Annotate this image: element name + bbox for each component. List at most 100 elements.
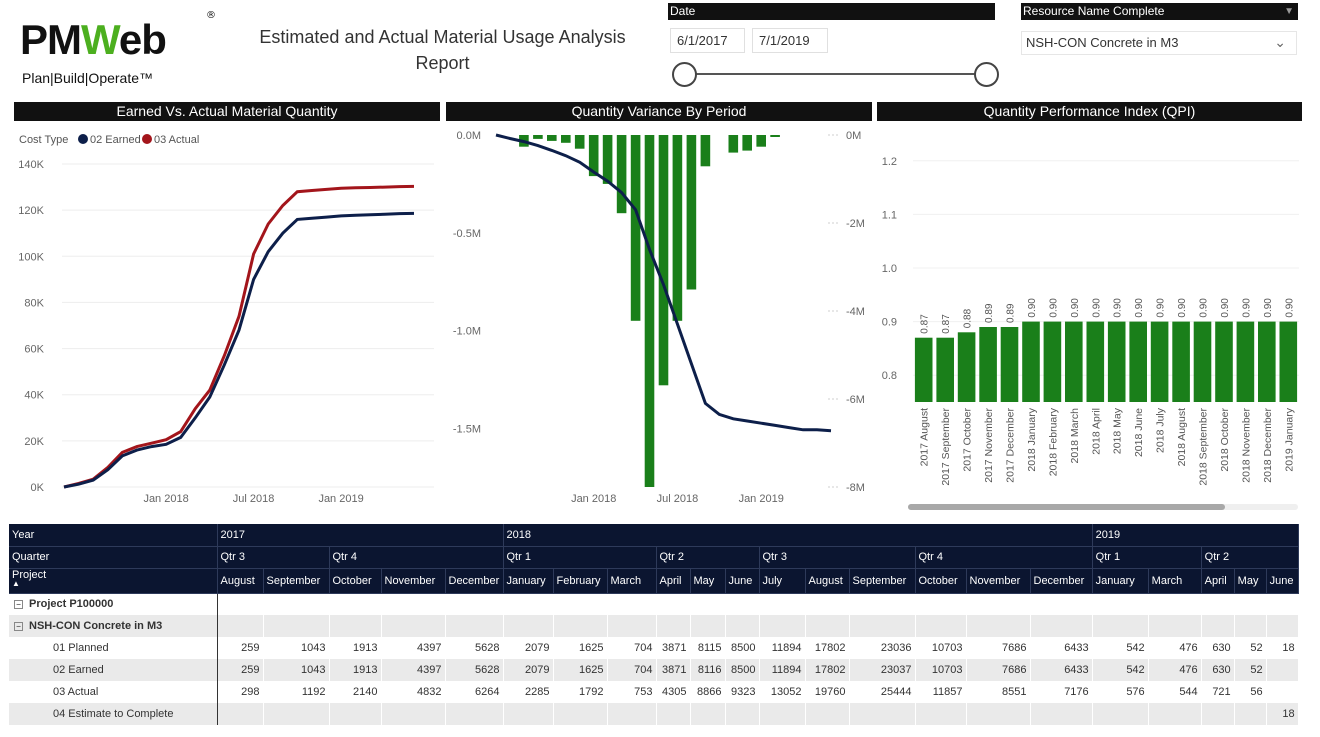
variance-bar[interactable] xyxy=(616,135,627,214)
variance-bar[interactable] xyxy=(658,135,669,386)
series-line-earned[interactable] xyxy=(63,211,415,489)
variance-bar[interactable] xyxy=(728,135,739,153)
month-header[interactable]: July xyxy=(759,568,806,594)
dropdown-chevron-icon[interactable]: ⌄ xyxy=(1274,34,1286,50)
qpi-chart[interactable]: 0.8 0.9 1.0 1.1 1.2 0.87 0.87 0.88 0.89 0.89 0.90… xyxy=(877,124,1302,502)
month-header[interactable]: June xyxy=(1266,568,1299,594)
month-header[interactable]: October xyxy=(915,568,967,594)
variance-bar[interactable] xyxy=(533,135,543,139)
month-header[interactable]: March xyxy=(607,568,657,594)
qpi-bar[interactable] xyxy=(936,337,954,402)
month-header[interactable]: November xyxy=(966,568,1031,594)
legend-actual-label[interactable]: 03 Actual xyxy=(154,134,199,146)
variance-bar[interactable] xyxy=(742,135,752,151)
qpi-bar[interactable] xyxy=(1172,321,1190,402)
quarter-header[interactable]: Qtr 2 xyxy=(1201,546,1299,569)
quarter-header[interactable]: Qtr 2 xyxy=(656,546,760,569)
month-header[interactable]: August xyxy=(217,568,264,594)
year-header[interactable]: 2019 xyxy=(1092,524,1299,547)
qpi-bar[interactable] xyxy=(914,337,933,402)
table-cell: 13052 xyxy=(759,681,806,703)
month-header[interactable]: October xyxy=(329,568,382,594)
month-header[interactable]: May xyxy=(690,568,726,594)
resource-group-row[interactable]: − NSH-CON Concrete in M3 xyxy=(9,615,1299,637)
variance-bar[interactable] xyxy=(602,135,613,184)
month-header[interactable]: December xyxy=(1030,568,1093,594)
table-cell: 544 xyxy=(1148,681,1202,703)
variance-bar[interactable] xyxy=(644,135,655,487)
variance-bar[interactable] xyxy=(770,135,780,137)
project-row-header[interactable]: Project ▲ xyxy=(9,568,218,594)
qpi-bar[interactable] xyxy=(1107,321,1126,402)
qpi-scrollbar-thumb[interactable] xyxy=(908,504,1225,510)
legend-earned-label[interactable]: 02 Earned xyxy=(90,134,141,146)
collapse-toggle-icon[interactable]: − xyxy=(14,599,23,609)
month-header[interactable]: December xyxy=(445,568,504,594)
date-end-input[interactable]: 7/1/2019 xyxy=(752,28,828,53)
date-range-slider-track[interactable] xyxy=(684,73,986,75)
quarter-header[interactable]: Qtr 4 xyxy=(915,546,1093,569)
cumulative-variance-line[interactable] xyxy=(495,133,832,433)
qpi-data-label: 0.90 xyxy=(1091,298,1102,318)
qpi-category-label: 2018 December xyxy=(1262,408,1274,483)
variance-bar[interactable] xyxy=(561,135,571,143)
month-header[interactable]: September xyxy=(849,568,916,594)
table-cell xyxy=(607,615,657,637)
month-header[interactable]: August xyxy=(805,568,850,594)
quantity-variance-chart[interactable]: 0.0M -0.5M -1.0M -1.5M 0M -2M -4M -6M -8M Jan 2… xyxy=(446,124,872,514)
quarter-header[interactable]: Qtr 1 xyxy=(1092,546,1202,569)
qpi-bar[interactable] xyxy=(1193,321,1212,402)
chevron-down-icon[interactable]: ▼ xyxy=(1284,6,1294,17)
month-header[interactable]: January xyxy=(1092,568,1149,594)
month-header[interactable]: November xyxy=(381,568,446,594)
quarter-header[interactable]: Qtr 1 xyxy=(503,546,657,569)
variance-bar[interactable] xyxy=(630,135,641,321)
date-slicer-header: Date xyxy=(668,3,995,20)
qpi-bar[interactable] xyxy=(1258,321,1276,402)
date-slider-end-handle[interactable] xyxy=(974,62,999,87)
month-header[interactable]: June xyxy=(725,568,760,594)
qpi-bar[interactable] xyxy=(1000,327,1019,402)
resource-dropdown[interactable]: NSH-CON Concrete in M3 ⌄ xyxy=(1021,31,1297,55)
qpi-bar[interactable] xyxy=(1215,321,1233,402)
variance-bar[interactable] xyxy=(547,135,557,141)
variance-bar[interactable] xyxy=(700,135,711,167)
variance-bar[interactable] xyxy=(756,135,766,147)
month-header[interactable]: March xyxy=(1148,568,1202,594)
qpi-bar[interactable] xyxy=(1065,321,1083,402)
quarter-header[interactable]: Qtr 3 xyxy=(217,546,330,569)
table-cell: 23036 xyxy=(849,637,916,659)
variance-bar[interactable] xyxy=(686,135,697,290)
quarter-header[interactable]: Qtr 3 xyxy=(759,546,916,569)
year-header[interactable]: 2018 xyxy=(503,524,1093,547)
y-tick-label: 60K xyxy=(24,344,44,356)
qpi-bar[interactable] xyxy=(1043,321,1062,402)
quarter-header[interactable]: Qtr 4 xyxy=(329,546,504,569)
month-header[interactable]: January xyxy=(503,568,554,594)
month-header[interactable]: April xyxy=(656,568,691,594)
table-cell: 542 xyxy=(1092,637,1149,659)
qpi-bar[interactable] xyxy=(1279,321,1298,402)
series-line-actual[interactable] xyxy=(63,184,415,489)
qpi-bar[interactable] xyxy=(1150,321,1169,402)
project-group-row[interactable]: − Project P100000 xyxy=(9,593,1299,615)
variance-bar[interactable] xyxy=(588,135,599,177)
month-header[interactable]: September xyxy=(263,568,330,594)
month-header[interactable]: May xyxy=(1234,568,1267,594)
month-header[interactable]: February xyxy=(553,568,608,594)
qpi-bar[interactable] xyxy=(1129,321,1147,402)
sort-ascending-icon[interactable]: ▲ xyxy=(12,578,20,588)
date-slider-start-handle[interactable] xyxy=(672,62,697,87)
qpi-bar[interactable] xyxy=(1086,321,1105,402)
qpi-bar[interactable] xyxy=(957,332,976,402)
date-start-input[interactable]: 6/1/2017 xyxy=(670,28,745,53)
qpi-bar[interactable] xyxy=(1022,321,1040,402)
collapse-toggle-icon[interactable]: − xyxy=(14,621,23,631)
year-header[interactable]: 2017 xyxy=(217,524,504,547)
qpi-bar[interactable] xyxy=(979,327,997,402)
earned-vs-actual-chart[interactable]: Cost Type 02 Earned 03 Actual 0K 20K 40K 60… xyxy=(14,124,440,514)
variance-bar[interactable] xyxy=(574,135,585,149)
variance-bar[interactable] xyxy=(672,135,683,321)
qpi-bar[interactable] xyxy=(1236,321,1255,402)
month-header[interactable]: April xyxy=(1201,568,1235,594)
